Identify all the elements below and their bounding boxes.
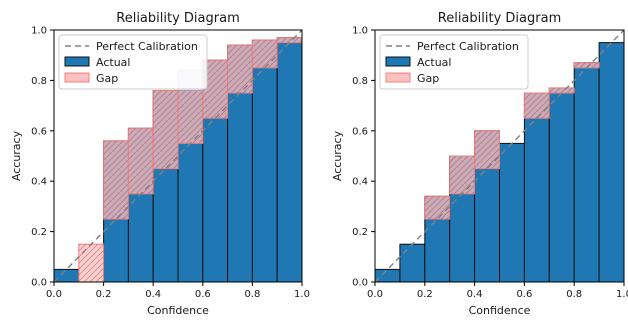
gap-bar-hatch [449,156,475,194]
x-tick-label: 0.4 [467,289,483,300]
legend-label: Perfect Calibration [417,40,519,53]
x-axis-label: Confidence [469,304,531,317]
chart-panel-2: Reliability Diagram0.00.20.40.60.81.00.0… [331,11,628,317]
x-tick-label: 1.0 [616,289,628,300]
legend-label: Gap [96,72,118,85]
plot-frame [53,29,303,283]
gap-bar-hatch [424,196,450,219]
gap-bar-hatch [103,140,129,219]
actual-bar [276,37,303,283]
y-tick-label: 0.8 [31,76,47,87]
actual-bar [499,142,525,283]
y-tick-label: 0.4 [31,177,47,188]
legend-swatch-actual [64,56,90,67]
gap-bar-hatch [153,90,178,169]
y-tick-label: 0.2 [31,227,47,238]
perfect-calibration-line [53,29,303,283]
actual-bar [251,39,278,283]
x-tick-label: 0.6 [195,289,211,300]
legend-label: Perfect Calibration [96,40,198,53]
actual-bar [523,92,550,283]
actual-bar [573,62,600,283]
actual-bar [53,268,80,283]
ticks: 0.0 0.2 0.4 0.6 0.8 1.0 0.0 0.2 0.4 0.6 0.8 1.0 [31,26,310,301]
gap-bar-hatch [227,45,253,93]
legend-swatch-gap [64,72,90,83]
gap-bar-hatch [252,40,278,68]
y-tick-label: 0.4 [352,177,368,188]
legend: Perfect Calibration Actual Gap [58,34,208,90]
y-tick-label: 0.6 [31,126,47,137]
actual-bar [548,87,575,283]
perfect-calibration-line [374,29,625,283]
ticks: 0.0 0.2 0.4 0.6 0.8 1.0 0.0 0.2 0.4 0.6 0.8 1.0 [352,26,628,301]
y-tick-label: 1.0 [352,26,368,37]
x-tick-label: 0.4 [145,289,161,300]
legend-label: Actual [96,56,130,69]
gap-bar-hatch [549,87,575,93]
x-tick-label: 0.2 [417,289,433,300]
x-tick-label: 0.0 [46,289,62,300]
legend: Perfect Calibration Actual Gap [379,34,529,90]
actual-bar [399,243,426,283]
x-tick-label: 0.8 [244,289,260,300]
gap-bar-hatch [524,93,550,119]
legend-box [58,34,208,90]
y-tick-label: 0.8 [352,76,368,87]
plot-frame [374,29,625,283]
chart-title: Reliability Diagram [438,11,561,26]
y-tick-label: 0.0 [352,278,368,289]
gap-bar-hatch [78,244,104,282]
legend-swatch-actual [385,56,411,67]
y-tick-label: 0.6 [352,126,368,137]
y-axis-label: Accuracy [331,130,344,181]
gap-bar-hatch [178,90,203,144]
legend-label: Gap [417,72,439,85]
legend-swatch-gap [385,72,411,83]
gap-bar-hatch [474,130,500,169]
x-tick-label: 0.0 [367,289,383,300]
y-tick-label: 0.2 [352,227,368,238]
x-tick-label: 0.2 [96,289,112,300]
y-axis-label: Accuracy [10,130,23,181]
gap-bars [424,62,600,220]
x-tick-label: 0.8 [566,289,582,300]
y-tick-label: 0.0 [31,278,47,289]
legend-box [379,34,529,90]
x-tick-label: 1.0 [294,289,310,300]
legend-label: Actual [417,56,451,69]
chart-title: Reliability Diagram [116,11,239,26]
x-axis-label: Confidence [147,304,209,317]
gap-bar-hatch [277,37,302,43]
x-tick-label: 0.6 [516,289,532,300]
gap-bar-hatch [128,128,154,194]
gap-bar-hatch [574,62,600,68]
y-tick-label: 1.0 [31,26,47,37]
actual-bar [598,42,625,283]
actual-bar [374,268,401,283]
